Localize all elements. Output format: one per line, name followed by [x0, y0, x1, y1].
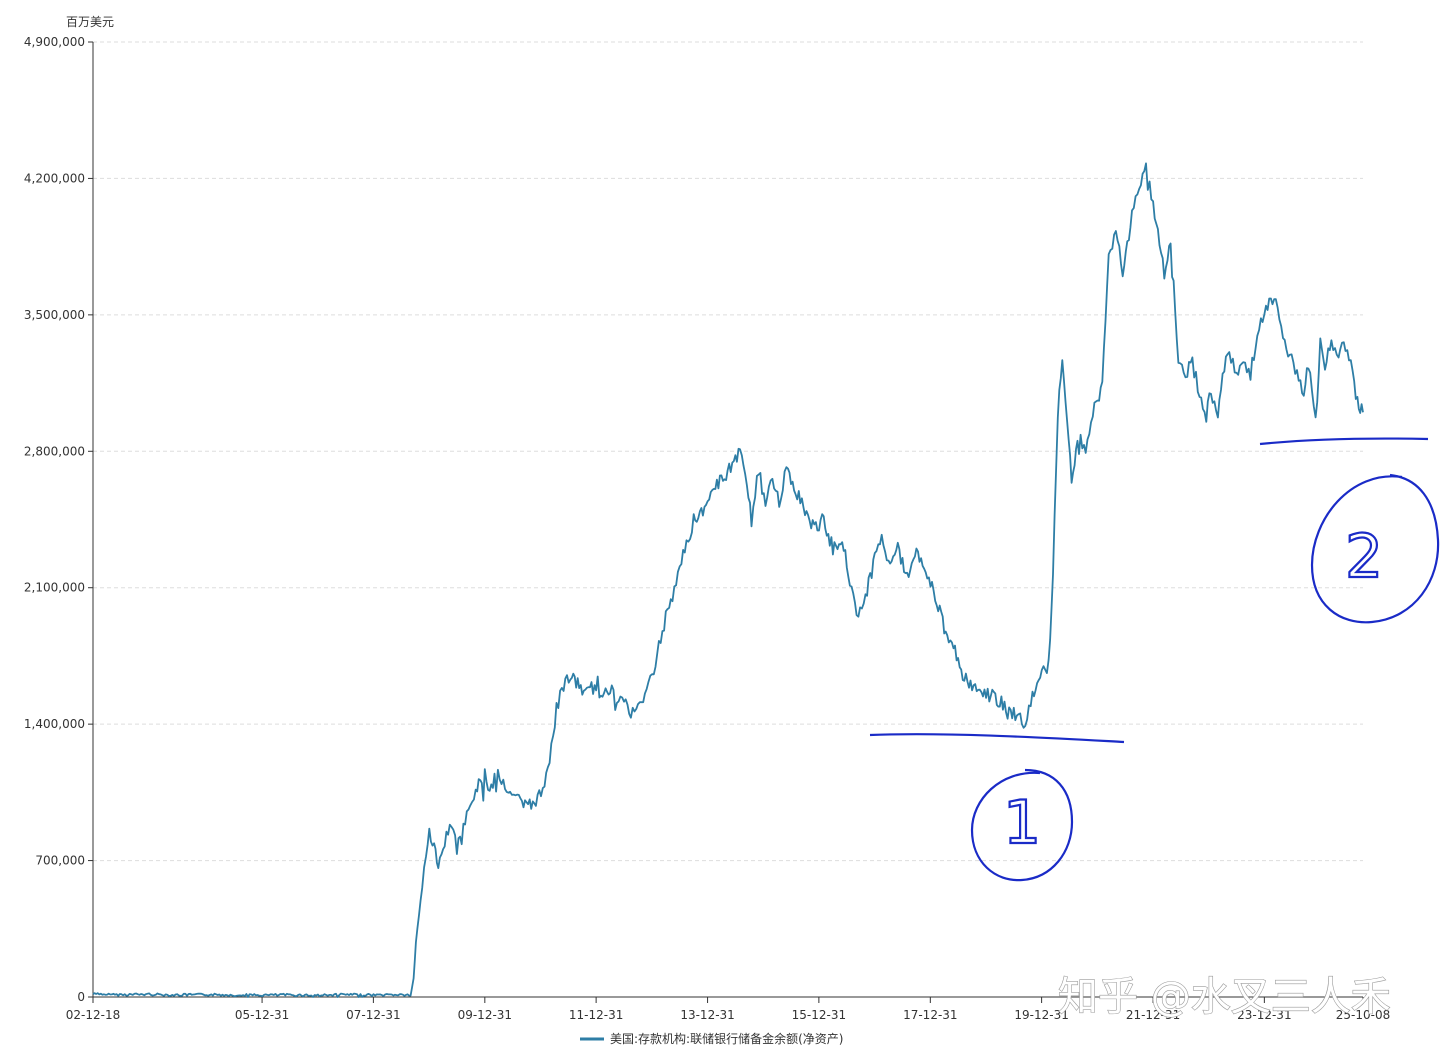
- x-tick-label: 25-10-08: [1336, 1008, 1390, 1022]
- x-tick-label: 11-12-31: [569, 1008, 623, 1022]
- y-axis-unit-label: 百万美元: [66, 15, 114, 29]
- x-tick-label: 15-12-31: [792, 1008, 846, 1022]
- legend[interactable]: 美国:存款机构:联储银行储备金余额(净资产): [580, 1031, 843, 1046]
- y-tick-label: 0: [77, 990, 85, 1004]
- y-tick-label: 1,400,000: [24, 717, 85, 731]
- x-tick-label: 21-12-31: [1126, 1008, 1180, 1022]
- x-tick-label: 05-12-31: [235, 1008, 289, 1022]
- y-axis: 0 700,000 1,400,000 2,100,000 2,800,000 3,500…: [24, 35, 94, 1004]
- legend-label: 美国:存款机构:联储银行储备金余额(净资产): [610, 1031, 843, 1046]
- x-tick-label: 23-12-31: [1237, 1008, 1291, 1022]
- x-tick-label: 13-12-31: [680, 1008, 734, 1022]
- y-tick-label: 2,800,000: [24, 444, 85, 458]
- annotation-circle-1: [970, 768, 1074, 882]
- support-line-1: [869, 733, 1125, 744]
- x-axis: 02-12-18 05-12-31 07-12-31 09-12-31 11-12-31…: [66, 996, 1390, 1022]
- x-tick-label: 17-12-31: [903, 1008, 957, 1022]
- x-tick-label: 19-12-31: [1014, 1008, 1068, 1022]
- annotation-circle-2: [1310, 473, 1440, 624]
- x-tick-label: 07-12-31: [346, 1008, 400, 1022]
- annotation-number-1: 1: [1003, 788, 1041, 858]
- y-tick-label: 2,100,000: [24, 581, 85, 595]
- x-tick-label: 02-12-18: [66, 1008, 120, 1022]
- y-tick-label: 4,200,000: [24, 171, 85, 185]
- y-tick-label: 4,900,000: [24, 35, 85, 49]
- watermark: 知乎 @水叉三人禾: [1058, 974, 1391, 1020]
- annotation-number-2: 2: [1345, 522, 1383, 592]
- support-line-2: [1259, 437, 1429, 446]
- annotation-lines: [869, 437, 1440, 882]
- y-tick-label: 700,000: [35, 854, 85, 868]
- grid-lines: [93, 41, 1363, 862]
- y-tick-label: 3,500,000: [24, 308, 85, 322]
- x-tick-label: 09-12-31: [458, 1008, 512, 1022]
- series-line: [92, 162, 1364, 998]
- series-layer: [92, 162, 1364, 998]
